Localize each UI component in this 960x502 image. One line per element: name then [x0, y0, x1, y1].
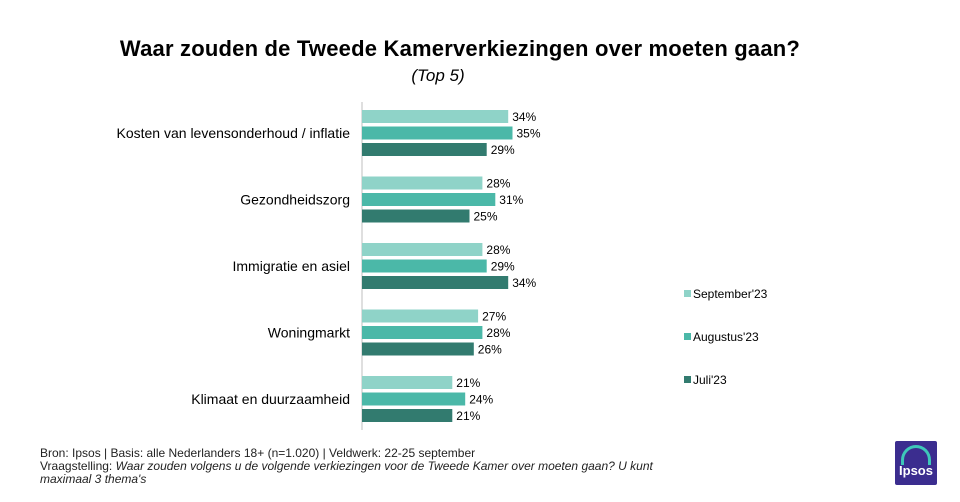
bar [362, 243, 483, 256]
legend-swatch [684, 376, 691, 383]
data-label: 34% [512, 110, 536, 124]
question-text: Waar zouden volgens u de volgende verkie… [115, 459, 653, 473]
data-label: 21% [456, 376, 480, 390]
legend-label: Juli'23 [693, 373, 727, 387]
category-label: Immigratie en asiel [233, 258, 351, 274]
bar [362, 342, 474, 356]
category-label: Gezondheidszorg [240, 192, 350, 208]
question-text-2: maximaal 3 thema's [40, 472, 147, 486]
bar [362, 126, 513, 140]
data-label: 35% [517, 127, 541, 141]
logo-text: Ipsos [899, 463, 933, 478]
bar [362, 193, 496, 206]
bar-chart: Kosten van levensonderhoud / inflatie 34%… [117, 102, 768, 430]
data-label: 31% [499, 193, 523, 207]
bar [362, 376, 453, 389]
data-label: 25% [474, 210, 498, 224]
legend-swatch [684, 333, 691, 340]
question-label: Vraagstelling: [40, 459, 116, 473]
chart-subtitle: (Top 5) [411, 66, 465, 85]
data-label: 24% [469, 393, 493, 407]
data-label: 29% [491, 143, 515, 157]
legend-label: Augustus'23 [693, 330, 759, 344]
ipsos-logo: Ipsos [895, 441, 937, 485]
data-label: 28% [486, 243, 510, 257]
bar [362, 259, 487, 273]
question-note: Vraagstelling: Waar zouden volgens u de … [40, 460, 653, 473]
data-label: 21% [456, 409, 480, 423]
legend-label: September'23 [693, 287, 768, 301]
bar [362, 409, 453, 422]
data-label: 26% [478, 343, 502, 357]
logo-arc-icon [901, 445, 931, 465]
data-label: 34% [512, 276, 536, 290]
category-label: Kosten van levensonderhoud / inflatie [117, 125, 351, 141]
bar [362, 110, 509, 123]
data-label: 28% [486, 177, 510, 191]
footer: Bron: Ipsos | Basis: alle Nederlanders 1… [40, 447, 653, 486]
bar [362, 309, 479, 323]
bar [362, 392, 466, 406]
bar [362, 276, 509, 289]
bar [362, 326, 483, 339]
category-label: Woningmarkt [268, 325, 350, 341]
data-label: 27% [482, 310, 506, 324]
legend-swatch [684, 290, 691, 297]
bar [362, 209, 470, 223]
category-label: Klimaat en duurzaamheid [191, 391, 350, 407]
bar [362, 143, 487, 156]
bar [362, 176, 483, 190]
source-note: Bron: Ipsos | Basis: alle Nederlanders 1… [40, 446, 476, 460]
chart-title: Waar zouden de Tweede Kamerverkiezingen … [119, 36, 801, 61]
data-label: 28% [486, 326, 510, 340]
data-label: 29% [491, 260, 515, 274]
